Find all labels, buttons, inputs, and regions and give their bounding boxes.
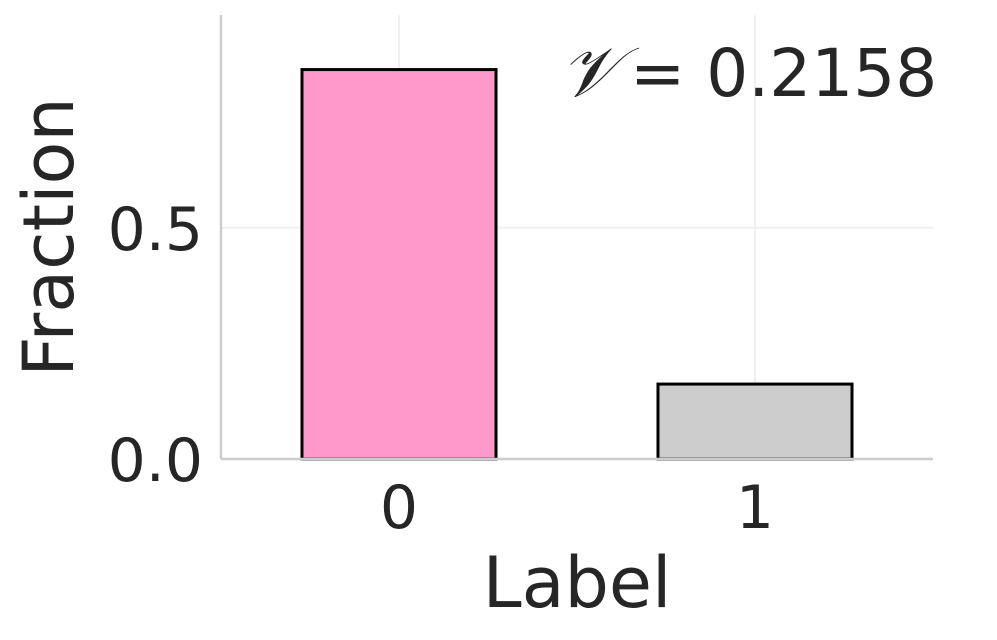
- bars: [300, 68, 854, 461]
- annotation: 𝒱 = 0.2158: [560, 31, 937, 113]
- y-axis-label: Fraction: [8, 97, 90, 376]
- bar-0: [300, 68, 498, 461]
- x-tick-label: 1: [736, 473, 774, 543]
- y-tick-label: 0.5: [108, 195, 203, 265]
- axes: [219, 15, 933, 461]
- x-tick-label: 0: [380, 473, 418, 543]
- y-tick-label: 0.0: [108, 426, 203, 496]
- annotation-symbol: 𝒱: [560, 31, 640, 113]
- y-tick-labels: 0.0 0.5: [108, 195, 203, 496]
- bar-1: [656, 382, 854, 461]
- annotation-value: = 0.2158: [630, 35, 937, 112]
- x-axis-label: Label: [483, 542, 672, 624]
